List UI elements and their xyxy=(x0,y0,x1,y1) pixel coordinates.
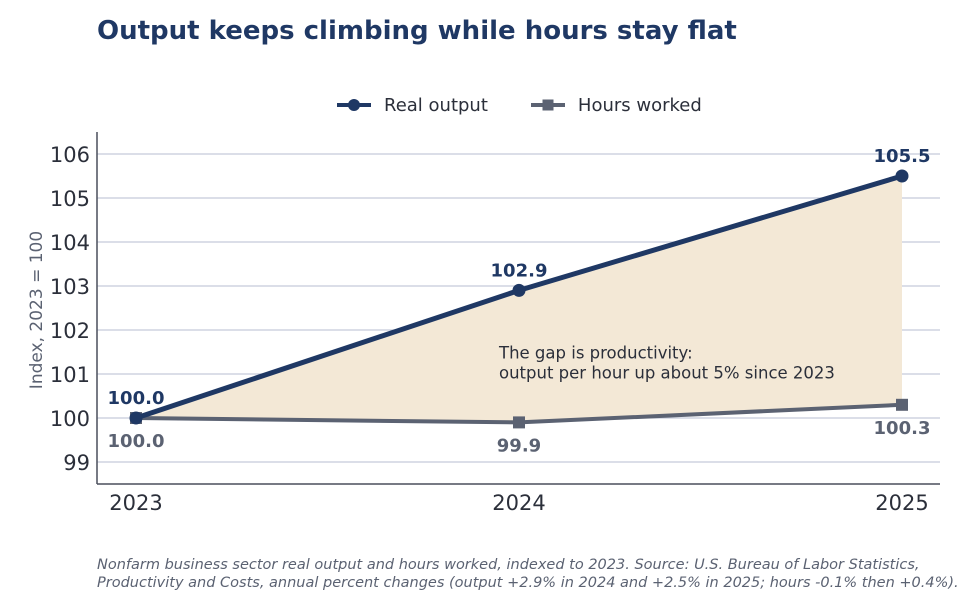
y-tick-label: 99 xyxy=(63,451,90,475)
y-tick-label: 100 xyxy=(50,407,90,431)
y-tick-label: 102 xyxy=(50,319,90,343)
y-tick-label: 103 xyxy=(50,275,90,299)
annotation-text-line: The gap is productivity: xyxy=(498,344,693,363)
legend-label-hours-worked: Hours worked xyxy=(577,94,702,116)
y-tick-label: 104 xyxy=(50,231,90,255)
legend-marker-hours-worked xyxy=(530,99,565,111)
footnote-line-2: Productivity and Costs, annual percent c… xyxy=(97,575,959,591)
data-label-hours-worked: 100.3 xyxy=(874,418,931,439)
data-point-real-output xyxy=(512,283,526,297)
x-tick-label: 2025 xyxy=(875,491,928,515)
chart-legend: Real output Hours worked xyxy=(336,92,702,118)
data-label-real-output: 105.5 xyxy=(874,146,931,167)
legend-item-hours-worked: Hours worked xyxy=(530,95,702,116)
data-label-hours-worked: 100.0 xyxy=(108,431,165,452)
y-tick-label: 101 xyxy=(50,363,90,387)
data-label-real-output: 102.9 xyxy=(491,260,548,281)
productivity-gap-area xyxy=(136,176,902,423)
data-point-hours-worked xyxy=(513,416,525,429)
x-tick-label: 2024 xyxy=(492,491,545,515)
data-point-hours-worked xyxy=(896,398,908,411)
x-tick-label: 2023 xyxy=(109,491,162,515)
legend-item-real-output: Real output xyxy=(336,95,488,116)
data-point-real-output xyxy=(895,169,909,183)
data-label-real-output: 100.0 xyxy=(108,388,165,409)
y-tick-label: 106 xyxy=(50,143,90,167)
line-chart: 99 100 101 102 103 104 105 106 2023 2024 2025 Index… xyxy=(27,132,940,515)
footnote-line-1: Nonfarm business sector real output and … xyxy=(97,557,920,573)
legend-label-real-output: Real output xyxy=(384,94,488,116)
chart-title: Output keeps climbing while hours stay f… xyxy=(97,16,737,46)
chart-footnote: Nonfarm business sector real output and … xyxy=(97,556,975,592)
data-point-real-output xyxy=(129,411,143,425)
data-label-hours-worked: 99.9 xyxy=(497,435,541,456)
annotation-text-line: output per hour up about 5% since 2023 xyxy=(499,364,835,383)
legend-marker-real-output xyxy=(337,99,371,111)
y-tick-label: 105 xyxy=(50,187,90,211)
y-axis-label: Index, 2023 = 100 xyxy=(27,231,47,389)
